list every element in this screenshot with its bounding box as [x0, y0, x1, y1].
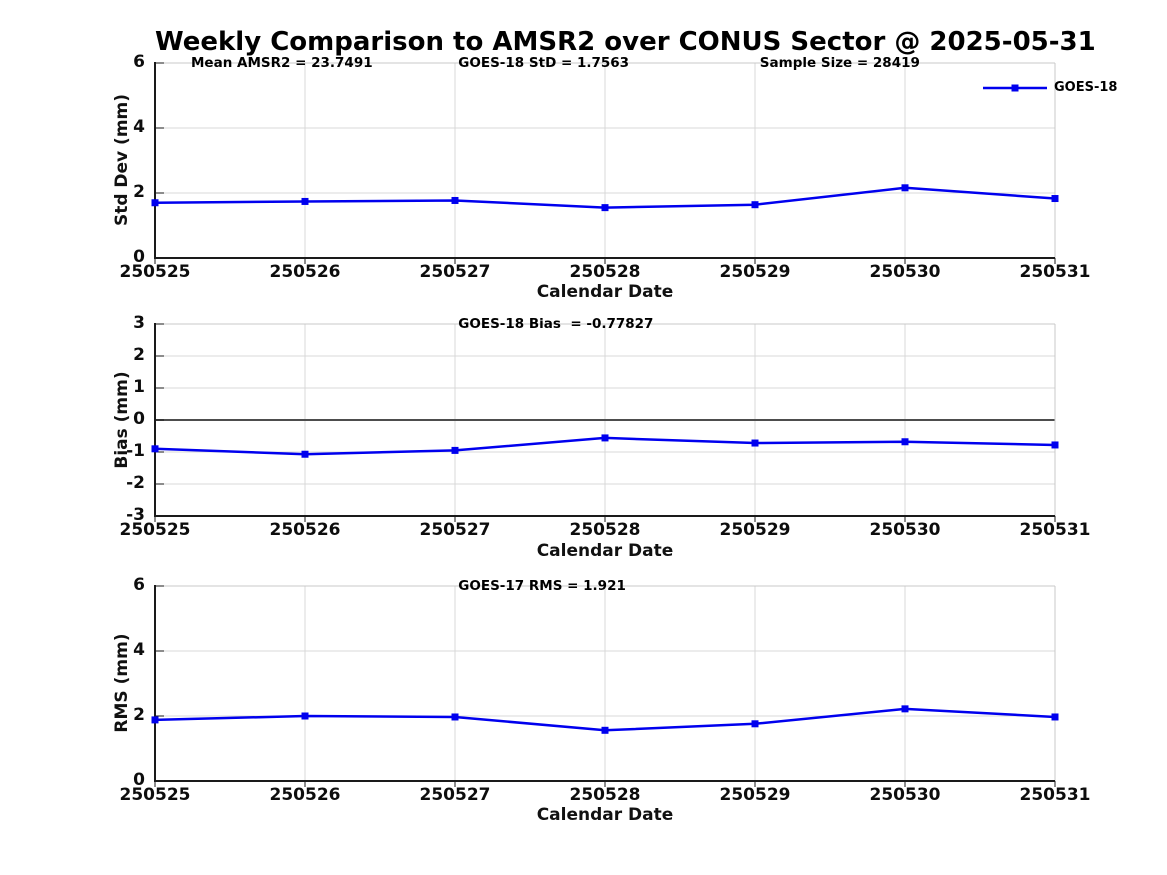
rms-marker — [1051, 713, 1059, 721]
rms-x-tick-label: 250526 — [269, 785, 341, 805]
bias-x-tick-label: 250528 — [569, 520, 641, 540]
std-dev-y-tick-label: 0 — [133, 247, 145, 267]
legend-label: GOES-18 — [1054, 80, 1118, 95]
std-dev-marker — [751, 201, 759, 209]
bias-marker — [301, 450, 309, 458]
bias-x-tick-label: 250527 — [419, 520, 491, 540]
std-dev-x-tick-label: 250527 — [419, 262, 491, 282]
std-dev-marker — [1051, 195, 1059, 203]
std-dev-x-tick-label: 250526 — [269, 262, 341, 282]
rms-y-tick-label: 6 — [133, 575, 145, 595]
bias-y-tick-label: 3 — [133, 313, 145, 333]
annotation-goes18-bias: GOES-18 Bias = -0.77827 — [458, 316, 654, 332]
rms-x-tick-label: 250529 — [719, 785, 791, 805]
bias-x-tick-label: 250525 — [119, 520, 191, 540]
std-dev-marker — [901, 184, 909, 192]
bias-y-tick-label: 2 — [133, 345, 145, 365]
std-dev-x-tick-label: 250528 — [569, 262, 641, 282]
std-dev-y-tick-label: 2 — [133, 182, 145, 202]
rms-marker — [301, 712, 309, 720]
annotation-goes17-rms: GOES-17 RMS = 1.921 — [458, 578, 626, 594]
std-dev-x-tick-label: 250531 — [1019, 262, 1091, 282]
rms-marker — [601, 726, 609, 734]
rms-x-tick-label: 250531 — [1019, 785, 1091, 805]
legend-square-marker-icon — [1011, 84, 1019, 91]
std-dev-marker — [301, 197, 309, 205]
annotation-sample-size: Sample Size = 28419 — [759, 55, 920, 71]
rms-y-tick-label: 0 — [133, 770, 145, 790]
rms-x-tick-label: 250528 — [569, 785, 641, 805]
bias-y-tick-label: 1 — [133, 377, 145, 397]
legend: GOES-18 — [983, 80, 1117, 95]
std-dev-x-tick-label: 250530 — [869, 262, 941, 282]
bias-marker — [151, 445, 159, 453]
x-axis-label-bias: Calendar Date — [536, 541, 674, 561]
x-axis-label-rms: Calendar Date — [536, 805, 674, 825]
std-dev-marker — [151, 199, 159, 207]
legend-line-sample — [983, 84, 1047, 91]
bias-x-tick-label: 250531 — [1019, 520, 1091, 540]
rms-marker — [751, 720, 759, 728]
rms-marker — [451, 713, 459, 721]
y-axis-label-std-dev: Std Dev (mm) — [112, 93, 132, 227]
rms-y-tick-label: 2 — [133, 705, 145, 725]
bias-x-tick-label: 250529 — [719, 520, 791, 540]
std-dev-y-tick-label: 6 — [133, 52, 145, 72]
bias-y-tick-label: 0 — [133, 409, 145, 429]
rms-marker — [151, 716, 159, 724]
bias-marker — [1051, 441, 1059, 449]
std-dev-y-tick-label: 4 — [133, 117, 145, 137]
bias-marker — [901, 438, 909, 446]
bias-y-tick-label: -3 — [126, 505, 145, 525]
rms-x-tick-label: 250525 — [119, 785, 191, 805]
annotation-mean-amsr2: Mean AMSR2 = 23.7491 — [191, 55, 373, 71]
std-dev-x-tick-label: 250525 — [119, 262, 191, 282]
std-dev-marker — [601, 204, 609, 212]
x-axis-label-std-dev: Calendar Date — [536, 282, 674, 302]
bias-marker — [751, 439, 759, 447]
std-dev-x-tick-label: 250529 — [719, 262, 791, 282]
std-dev-marker — [451, 196, 459, 204]
annotation-goes18-std: GOES-18 StD = 1.7563 — [458, 55, 630, 71]
bias-y-tick-label: -1 — [126, 441, 145, 461]
bias-y-tick-label: -2 — [126, 473, 145, 493]
rms-x-tick-label: 250530 — [869, 785, 941, 805]
bias-marker — [451, 446, 459, 454]
bias-x-tick-label: 250530 — [869, 520, 941, 540]
rms-marker — [901, 705, 909, 713]
rms-x-tick-label: 250527 — [419, 785, 491, 805]
figure-title: Weekly Comparison to AMSR2 over CONUS Se… — [155, 27, 1096, 57]
rms-y-tick-label: 4 — [133, 640, 145, 660]
bias-x-tick-label: 250526 — [269, 520, 341, 540]
bias-marker — [601, 434, 609, 442]
